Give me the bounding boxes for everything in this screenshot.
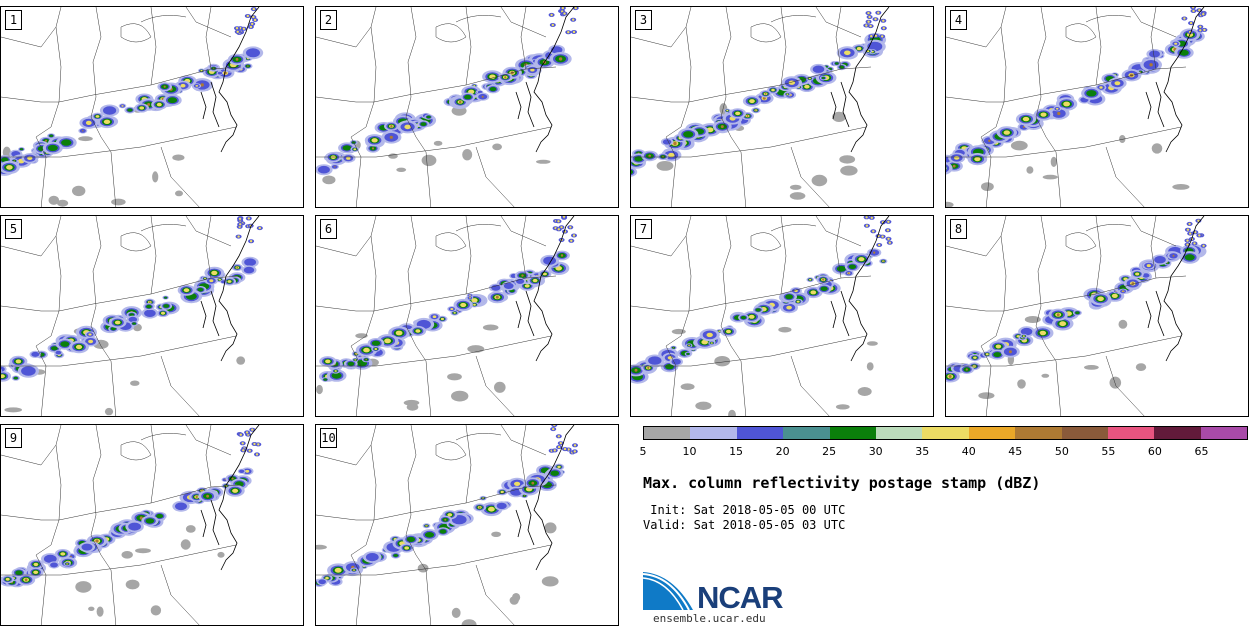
colorbar-segment	[922, 427, 969, 439]
colorbar-segment	[736, 427, 784, 439]
stamp-panel-6: 6	[315, 215, 619, 417]
reflectivity-map	[946, 216, 1207, 416]
colorbar-tick-label: 20	[775, 445, 790, 458]
logo-text: NCAR	[697, 580, 784, 615]
colorbar-segment	[644, 427, 691, 439]
logo-url: ensemble.ucar.edu	[653, 612, 766, 625]
colorbar-tick-label: 25	[822, 445, 837, 458]
figure-title: Max. column reflectivity postage stamp (…	[643, 474, 1041, 492]
reflectivity-map	[631, 7, 890, 207]
colorbar-tick-label: 10	[682, 445, 697, 458]
colorbar-segment	[1061, 427, 1108, 439]
colorbar-segment	[690, 427, 737, 439]
stamp-panel-10: 10	[315, 424, 619, 626]
stamp-panel-1: 1	[0, 6, 304, 208]
colorbar-segment	[1200, 427, 1248, 439]
reflectivity-colorbar	[643, 426, 1248, 440]
valid-time: Valid: Sat 2018-05-05 03 UTC	[643, 518, 846, 532]
member-number-label: 3	[635, 10, 652, 30]
stamp-panel-8: 8	[945, 215, 1249, 417]
colorbar-tick-label: 15	[729, 445, 744, 458]
stamp-panel-9: 9	[0, 424, 304, 626]
member-number-label: 6	[320, 219, 337, 239]
member-number-label: 2	[320, 10, 337, 30]
colorbar-tick-label: 45	[1008, 445, 1023, 458]
member-number-label: 1	[5, 10, 22, 30]
reflectivity-map	[1, 216, 263, 416]
colorbar-tick-label: 50	[1054, 445, 1069, 458]
member-number-label: 4	[950, 10, 967, 30]
colorbar-segment	[829, 427, 876, 439]
stamp-panel-7: 7	[630, 215, 934, 417]
reflectivity-map	[316, 216, 577, 416]
member-number-label: 10	[320, 428, 337, 448]
member-number-label: 8	[950, 219, 967, 239]
colorbar-tick-label: 60	[1147, 445, 1162, 458]
member-number-label: 9	[5, 428, 22, 448]
reflectivity-map	[1, 7, 264, 207]
colorbar-segment	[1107, 427, 1155, 439]
colorbar-tick-label: 35	[915, 445, 930, 458]
member-number-label: 7	[635, 219, 652, 239]
colorbar-tick-labels: 5 10 15 20 25 30 35 40 45 50 55 60 65	[639, 445, 1248, 459]
colorbar-tick-label: 40	[961, 445, 976, 458]
colorbar-tick-label: 65	[1194, 445, 1209, 458]
colorbar-segment	[1015, 427, 1062, 439]
colorbar-segment	[1154, 427, 1201, 439]
stamp-panel-4: 4	[945, 6, 1249, 208]
member-number-label: 5	[5, 219, 22, 239]
stamp-panel-2: 2	[315, 6, 619, 208]
reflectivity-map	[1, 425, 262, 625]
colorbar-tick-label: 30	[868, 445, 883, 458]
stamp-panel-5: 5	[0, 215, 304, 417]
reflectivity-map	[316, 7, 579, 207]
colorbar-tick-label: 5	[639, 445, 647, 458]
reflectivity-map	[631, 216, 893, 416]
reflectivity-map	[316, 425, 578, 625]
colorbar-segment	[968, 427, 1016, 439]
colorbar-segment	[783, 427, 830, 439]
init-time: Init: Sat 2018-05-05 00 UTC	[643, 503, 846, 517]
ncar-logo-icon	[643, 572, 693, 611]
colorbar-segment	[875, 427, 923, 439]
stamp-panel-3: 3	[630, 6, 934, 208]
reflectivity-map	[946, 7, 1208, 207]
colorbar-tick-label: 55	[1101, 445, 1116, 458]
